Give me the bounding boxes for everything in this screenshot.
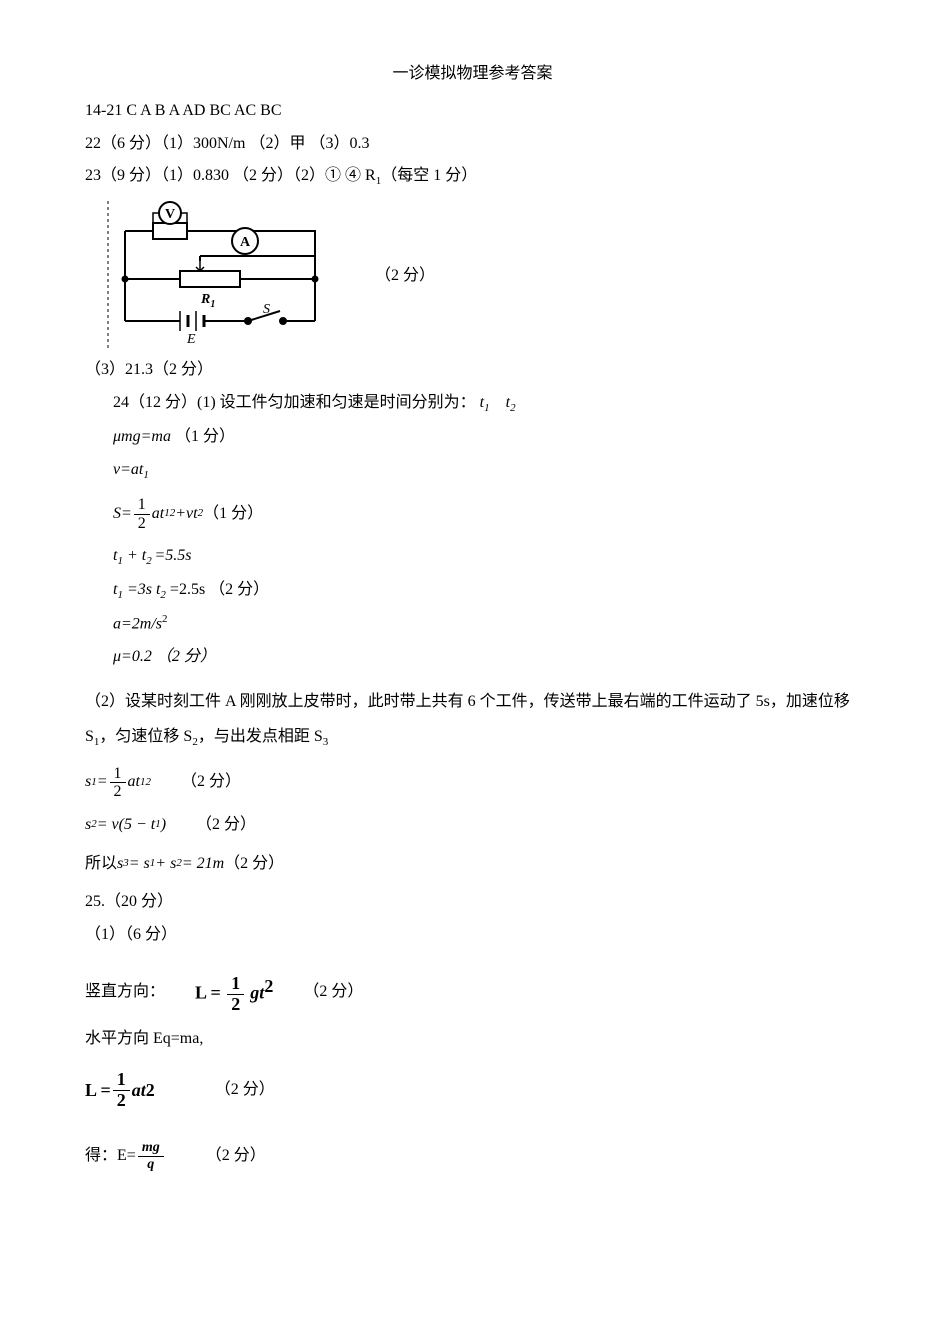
result-score: （2 分） bbox=[206, 1142, 266, 1171]
q24-s3: 所以 s3 = s1 + s2 = 21m （2 分） bbox=[85, 850, 860, 879]
q24-eq3-lhs: S= bbox=[113, 500, 132, 529]
circuit-row: V A R1 E S （2 分） bbox=[85, 196, 860, 356]
s1-rsup: 2 bbox=[145, 773, 151, 793]
q23-header: 23（9 分）（1）0.830 （2 分）（2）① ④ R1（每空 1 分） bbox=[85, 162, 860, 192]
q24-eq4-val: =5.5s bbox=[154, 547, 191, 564]
q24-eq3-at: at bbox=[152, 500, 164, 529]
circuit-diagram: V A R1 E S bbox=[105, 201, 335, 351]
frac-den: 2 bbox=[113, 1091, 130, 1111]
s2-eq: = v(5 − t bbox=[97, 811, 155, 840]
q24-eq3: S= 1 2 at12 +vt2 （1 分） bbox=[85, 496, 860, 532]
frac-num: 1 bbox=[227, 974, 244, 995]
frac-den: 2 bbox=[227, 995, 244, 1015]
q24-eq1-score: （1 分） bbox=[175, 428, 235, 445]
q24-eq2-text: v=at bbox=[113, 461, 143, 478]
q23-tail: （每空 1 分） bbox=[381, 167, 477, 184]
s3-val: = 21m bbox=[182, 850, 224, 879]
q24-eq5-s2: 2 bbox=[160, 589, 166, 601]
s2-score: （2 分） bbox=[196, 811, 256, 840]
q24-p2-b: ，匀速位移 S bbox=[99, 728, 192, 745]
q24-header: 24（12 分）(1) 设工件匀加速和匀速是时间分别为： t1 t2 bbox=[85, 389, 860, 419]
battery-label: E bbox=[186, 332, 196, 347]
s2-close: ) bbox=[161, 811, 166, 840]
frac-num: 1 bbox=[113, 1070, 130, 1091]
voltmeter-label: V bbox=[165, 207, 175, 222]
q24-eq5-mid: =3s t bbox=[127, 581, 160, 598]
q24-eq1-text: μmg=ma bbox=[113, 428, 171, 445]
L2-a: L = bbox=[85, 1074, 111, 1106]
q24-eq4-s1: 1 bbox=[117, 555, 123, 567]
q25-L2: L = 1 2 at2 （2 分） bbox=[85, 1070, 860, 1111]
q24-eq6-text: a=2m/s bbox=[113, 615, 162, 632]
q24-p2-s3: 3 bbox=[323, 736, 329, 748]
ammeter-label: A bbox=[240, 235, 251, 250]
L1-a: L = bbox=[195, 982, 225, 1002]
L1-gt: gt bbox=[250, 982, 264, 1002]
s3-pre: 所以 bbox=[85, 850, 117, 879]
frac-den: q bbox=[138, 1157, 164, 1172]
q24-eq6-sup: 2 bbox=[162, 613, 168, 625]
q24-eq3-vt: +vt bbox=[175, 500, 197, 529]
L1-sup: 2 bbox=[264, 976, 273, 996]
L2-sup: 2 bbox=[146, 1074, 155, 1106]
q24-eq1: μmg=ma （1 分） bbox=[85, 423, 860, 452]
q25-horiz: 水平方向 Eq=ma, bbox=[85, 1025, 860, 1054]
frac-num: 1 bbox=[134, 496, 150, 515]
q24-eq3-score: （1 分） bbox=[203, 500, 263, 529]
L2-at: at bbox=[132, 1074, 146, 1106]
q24-header-text: 24（12 分）(1) 设工件匀加速和匀速是时间分别为： bbox=[113, 394, 476, 411]
L2-score: （2 分） bbox=[215, 1076, 275, 1105]
q24-eq5-tail: =2.5s （2 分） bbox=[170, 581, 269, 598]
q24-eq4: t1 + t2 =5.5s bbox=[85, 542, 860, 572]
circuit-score: （2 分） bbox=[375, 262, 435, 291]
q24-eq4-plus: + t bbox=[127, 547, 146, 564]
s3-score: （2 分） bbox=[224, 850, 284, 879]
q24-eq5: t1 =3s t2 =2.5s （2 分） bbox=[85, 576, 860, 606]
result-label: 得：E= bbox=[85, 1142, 136, 1171]
q24-eq2: v=at1 bbox=[85, 456, 860, 486]
q25-vert: 竖直方向： L = 1 2 gt2 （2 分） bbox=[85, 970, 860, 1015]
L1-frac: 1 2 bbox=[227, 974, 244, 1015]
frac-num: mg bbox=[138, 1140, 164, 1156]
r1-label: R1 bbox=[200, 292, 215, 310]
L2-frac: 1 2 bbox=[113, 1070, 130, 1111]
q24-eq5-s1: 1 bbox=[117, 589, 123, 601]
switch-label: S bbox=[263, 302, 270, 317]
q23-part3: （3）21.3（2 分） bbox=[85, 356, 860, 385]
q24-p2-c: ，与出发点相距 S bbox=[198, 728, 323, 745]
vert-label: 竖直方向： bbox=[85, 978, 165, 1007]
page-title: 一诊模拟物理参考答案 bbox=[85, 60, 860, 89]
mc-answers: 14-21 C A B A AD BC AC BC bbox=[85, 97, 860, 126]
s1-at: at bbox=[128, 768, 140, 797]
q23-text: 23（9 分）（1）0.830 （2 分）（2）① ④ R bbox=[85, 167, 376, 184]
q25-part1: （1）（6 分） bbox=[85, 921, 860, 950]
s1-score: （2 分） bbox=[181, 768, 241, 797]
q24-s2: s2 = v(5 − t1) （2 分） bbox=[85, 811, 860, 840]
q25-header: 25.（20 分） bbox=[85, 888, 860, 917]
q22-line: 22（6 分）（1）300N/m （2）甲 （3）0.3 bbox=[85, 130, 860, 159]
q24-t2-sub: 2 bbox=[510, 402, 516, 414]
result-frac: mg q bbox=[138, 1140, 164, 1172]
q24-eq6: a=2m/s2 bbox=[85, 610, 860, 639]
q24-eq2-sub: 1 bbox=[143, 469, 149, 481]
s1-eq: = bbox=[97, 768, 108, 797]
frac-den: 2 bbox=[134, 515, 150, 533]
q24-part2: （2）设某时刻工件 A 刚刚放上皮带时，此时带上共有 6 个工件，传送带上最右端… bbox=[85, 684, 860, 755]
frac-den: 2 bbox=[110, 783, 126, 801]
s3-eq1: = s bbox=[129, 850, 150, 879]
q24-eq7-text: μ=0.2 （2 分） bbox=[113, 648, 216, 665]
s1-frac: 1 2 bbox=[110, 765, 126, 801]
q24-eq7: μ=0.2 （2 分） bbox=[85, 643, 860, 672]
s3-plus: + s bbox=[155, 850, 176, 879]
q24-eq3-frac: 1 2 bbox=[134, 496, 150, 532]
frac-num: 1 bbox=[110, 765, 126, 784]
q24-t1-sub: 1 bbox=[484, 402, 490, 414]
L1-score: （2 分） bbox=[303, 978, 363, 1007]
q25-result: 得：E= mg q （2 分） bbox=[85, 1140, 860, 1172]
q24-s1: s1 = 1 2 at12 （2 分） bbox=[85, 765, 860, 801]
